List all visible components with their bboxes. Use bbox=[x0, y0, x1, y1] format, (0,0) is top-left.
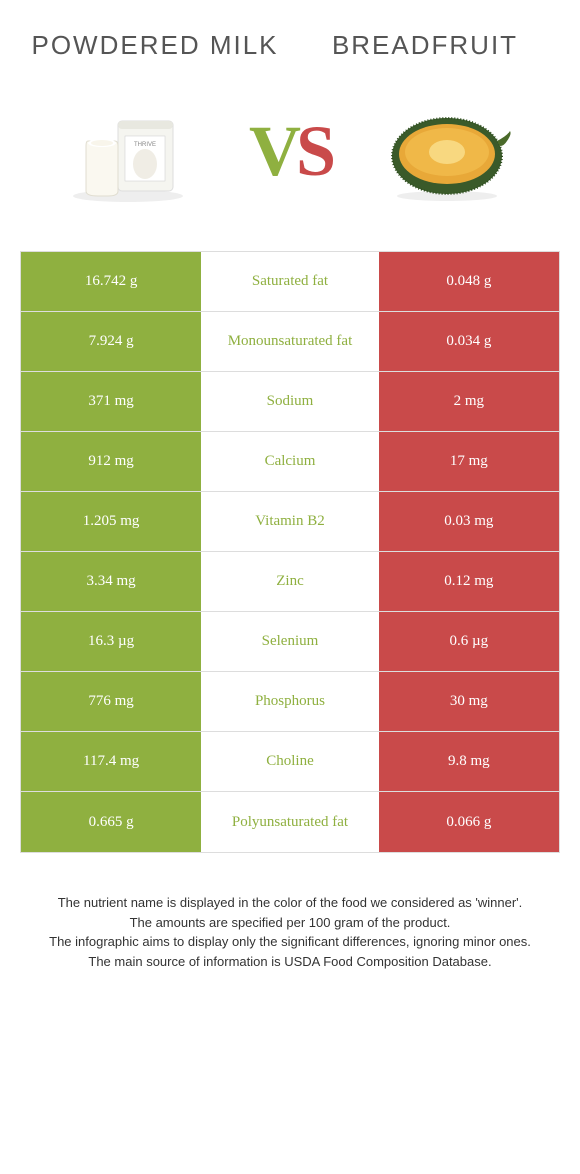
nutrient-label: Vitamin B2 bbox=[201, 492, 379, 551]
footer-line2: The amounts are specified per 100 gram o… bbox=[30, 913, 550, 933]
right-value: 0.048 g bbox=[379, 252, 559, 311]
milk-icon: THRIVE bbox=[63, 96, 193, 206]
nutrient-label: Sodium bbox=[201, 372, 379, 431]
left-value: 3.34 mg bbox=[21, 552, 201, 611]
table-row: 7.924 gMonounsaturated fat0.034 g bbox=[21, 312, 559, 372]
table-row: 16.3 µgSelenium0.6 µg bbox=[21, 612, 559, 672]
vs-label: VS bbox=[249, 110, 331, 193]
right-value: 0.03 mg bbox=[379, 492, 559, 551]
left-value: 16.3 µg bbox=[21, 612, 201, 671]
right-value: 0.12 mg bbox=[379, 552, 559, 611]
breadfruit-icon bbox=[382, 96, 522, 206]
food1-title: Powdered milk bbox=[20, 30, 290, 61]
table-row: 776 mgPhosphorus30 mg bbox=[21, 672, 559, 732]
images-row: THRIVE VS bbox=[0, 71, 580, 251]
header: Powdered milk Breadfruit bbox=[0, 0, 580, 71]
left-value: 7.924 g bbox=[21, 312, 201, 371]
right-value: 0.066 g bbox=[379, 792, 559, 852]
nutrient-label: Saturated fat bbox=[201, 252, 379, 311]
svg-text:THRIVE: THRIVE bbox=[134, 142, 156, 148]
vs-v: V bbox=[249, 111, 296, 191]
left-value: 0.665 g bbox=[21, 792, 201, 852]
vs-s: S bbox=[296, 111, 331, 191]
nutrient-label: Monounsaturated fat bbox=[201, 312, 379, 371]
table-row: 1.205 mgVitamin B20.03 mg bbox=[21, 492, 559, 552]
right-value: 9.8 mg bbox=[379, 732, 559, 791]
left-value: 16.742 g bbox=[21, 252, 201, 311]
nutrient-label: Phosphorus bbox=[201, 672, 379, 731]
table-row: 16.742 gSaturated fat0.048 g bbox=[21, 252, 559, 312]
right-value: 30 mg bbox=[379, 672, 559, 731]
table-row: 0.665 gPolyunsaturated fat0.066 g bbox=[21, 792, 559, 852]
nutrient-label: Polyunsaturated fat bbox=[201, 792, 379, 852]
nutrient-table: 16.742 gSaturated fat0.048 g7.924 gMonou… bbox=[20, 251, 560, 853]
left-value: 1.205 mg bbox=[21, 492, 201, 551]
food1-image: THRIVE bbox=[53, 86, 203, 216]
left-value: 912 mg bbox=[21, 432, 201, 491]
food2-image bbox=[377, 86, 527, 216]
left-value: 371 mg bbox=[21, 372, 201, 431]
left-value: 117.4 mg bbox=[21, 732, 201, 791]
food2-title: Breadfruit bbox=[290, 30, 560, 61]
footer-line3: The infographic aims to display only the… bbox=[30, 932, 550, 952]
table-row: 912 mgCalcium17 mg bbox=[21, 432, 559, 492]
footer-line4: The main source of information is USDA F… bbox=[30, 952, 550, 972]
nutrient-label: Zinc bbox=[201, 552, 379, 611]
nutrient-label: Calcium bbox=[201, 432, 379, 491]
table-row: 371 mgSodium2 mg bbox=[21, 372, 559, 432]
right-value: 2 mg bbox=[379, 372, 559, 431]
nutrient-label: Choline bbox=[201, 732, 379, 791]
table-row: 117.4 mgCholine9.8 mg bbox=[21, 732, 559, 792]
right-value: 0.6 µg bbox=[379, 612, 559, 671]
left-value: 776 mg bbox=[21, 672, 201, 731]
nutrient-label: Selenium bbox=[201, 612, 379, 671]
footer-line1: The nutrient name is displayed in the co… bbox=[30, 893, 550, 913]
footer: The nutrient name is displayed in the co… bbox=[0, 853, 580, 991]
table-row: 3.34 mgZinc0.12 mg bbox=[21, 552, 559, 612]
right-value: 0.034 g bbox=[379, 312, 559, 371]
right-value: 17 mg bbox=[379, 432, 559, 491]
